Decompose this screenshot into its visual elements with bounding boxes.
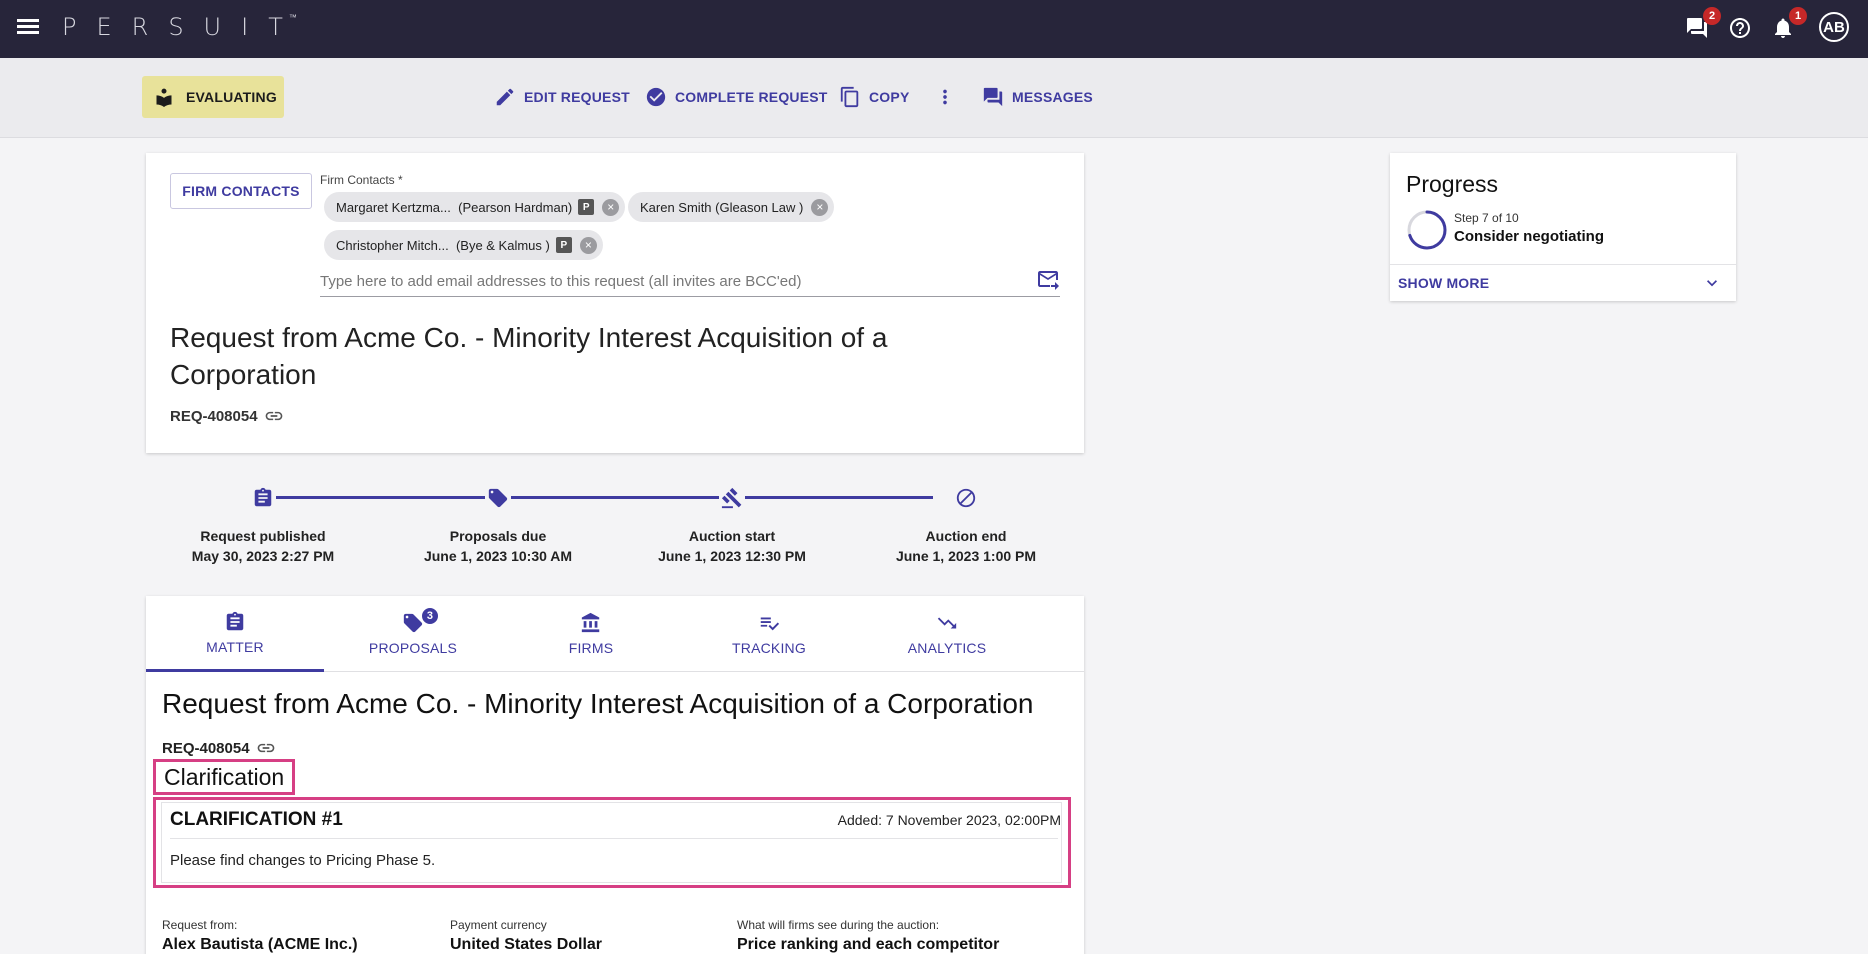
proposals-count-badge: 3 [420, 606, 440, 626]
messages-badge: 2 [1703, 7, 1721, 25]
primary-badge: P [578, 199, 595, 215]
tab-matter[interactable]: MATTER [146, 596, 324, 672]
clarification-box: CLARIFICATION #1 Added: 7 November 2023,… [153, 797, 1071, 888]
send-mail-icon[interactable] [1036, 267, 1060, 291]
more-vert-icon [943, 89, 947, 105]
block-icon [953, 485, 979, 511]
firm-contacts-button[interactable]: FIRM CONTACTS [170, 173, 312, 209]
request-id: REQ-408054 [170, 406, 284, 426]
divider [170, 838, 1058, 839]
edit-request-button[interactable]: EDIT REQUEST [494, 86, 630, 108]
timeline-step-published: Request published May 30, 2023 2:27 PM [191, 528, 335, 564]
tag-icon [485, 485, 511, 511]
clipboard-icon [250, 485, 276, 511]
copy-icon [840, 86, 859, 108]
clarification-text: Please find changes to Pricing Phase 5. [170, 852, 436, 869]
hamburger-menu-icon[interactable] [17, 16, 39, 38]
copy-button[interactable]: COPY [839, 86, 909, 108]
link-icon[interactable] [256, 738, 276, 758]
meta-request-from: Request from: Alex Bautista (ACME Inc.) [162, 918, 358, 953]
tab-firms[interactable]: FIRMS [502, 596, 680, 672]
remove-chip-icon[interactable]: × [602, 198, 620, 216]
request-toolbar: EVALUATING EDIT REQUEST COMPLETE REQUEST… [0, 58, 1868, 138]
progress-title: Progress [1406, 171, 1499, 197]
help-icon[interactable] [1726, 14, 1754, 42]
progress-step: Step 7 of 10 [1454, 211, 1519, 225]
meta-auction-visibility: What will firms see during the auction: … [737, 918, 1000, 953]
progress-ring [1407, 210, 1447, 250]
remove-chip-icon[interactable]: × [579, 236, 597, 254]
timeline-step-auction-start: Auction start June 1, 2023 12:30 PM [658, 528, 806, 564]
trending-down-icon [937, 617, 957, 629]
firm-contacts-label: Firm Contacts * [320, 173, 403, 187]
check-circle-icon [646, 87, 666, 107]
contact-chip[interactable]: Christopher Mitch... (Bye & Kalmus ) P × [324, 230, 603, 260]
clarification-title: CLARIFICATION #1 [170, 809, 343, 830]
tab-analytics[interactable]: ANALYTICS [858, 596, 1036, 672]
more-options-button[interactable] [934, 86, 964, 108]
request-summary-card: FIRM CONTACTS Firm Contacts * Margaret K… [146, 153, 1084, 453]
contact-chip[interactable]: Karen Smith (Gleason Law ) × [628, 192, 835, 222]
checklist-icon [760, 617, 780, 631]
matter-request-id: REQ-408054 [162, 738, 276, 758]
chat-messages-icon[interactable]: 2 [1683, 7, 1721, 42]
status-chip: EVALUATING [142, 76, 284, 118]
request-title: Request from Acme Co. - Minority Interes… [170, 322, 888, 390]
gavel-icon [719, 485, 745, 511]
complete-request-button[interactable]: COMPLETE REQUEST [645, 86, 828, 108]
forum-icon [983, 87, 1003, 107]
user-avatar[interactable]: AB [1819, 12, 1849, 42]
book-reader-icon [156, 88, 172, 107]
persuit-logo[interactable]: PERSUIT™ [62, 13, 303, 41]
notifications-badge: 1 [1789, 7, 1807, 25]
link-icon[interactable] [264, 406, 284, 426]
clarification-item: CLARIFICATION #1 Added: 7 November 2023,… [161, 802, 1062, 883]
clarification-added-date: Added: 7 November 2023, 02:00PM [837, 812, 1061, 828]
email-invite-input[interactable] [320, 267, 1060, 297]
top-navbar: PERSUIT™ 2 1 AB [0, 0, 1868, 58]
tag-icon [403, 613, 423, 633]
meta-payment-currency: Payment currency United States Dollar [450, 918, 603, 953]
primary-badge: P [555, 237, 572, 253]
chevron-down-icon[interactable] [1702, 273, 1722, 293]
tab-tracking[interactable]: TRACKING [680, 596, 858, 672]
clipboard-icon [226, 611, 244, 630]
clarification-heading: Clarification [153, 759, 296, 795]
show-more-button[interactable]: SHOW MORE [1398, 275, 1490, 291]
tab-proposals[interactable]: 3 PROPOSALS [324, 596, 502, 672]
timeline-step-auction-end: Auction end June 1, 2023 1:00 PM [895, 528, 1037, 564]
progress-card: Progress Step 7 of 10 Consider negotiati… [1390, 153, 1736, 301]
bank-icon [581, 612, 600, 633]
notifications-bell-icon[interactable]: 1 [1769, 7, 1807, 42]
timeline-step-proposals-due: Proposals due June 1, 2023 10:30 AM [423, 528, 573, 564]
remove-chip-icon[interactable]: × [811, 198, 829, 216]
messages-button[interactable]: MESSAGES [982, 86, 1093, 108]
contact-chip[interactable]: Margaret Kertzma... (Pearson Hardman) P … [324, 192, 626, 222]
request-timeline: Request published May 30, 2023 2:27 PM Pr… [146, 480, 1084, 570]
matter-title: Request from Acme Co. - Minority Interes… [162, 688, 1034, 719]
timeline-connector [263, 496, 933, 499]
pencil-icon [496, 88, 514, 106]
status-label: EVALUATING [186, 89, 277, 105]
progress-step-name: Consider negotiating [1454, 228, 1604, 245]
matter-card: MATTER 3 PROPOSALS FIRMS TRACKING ANALYT… [146, 596, 1084, 954]
divider [1390, 264, 1736, 265]
request-tabs: MATTER 3 PROPOSALS FIRMS TRACKING ANALYT… [146, 596, 1084, 672]
